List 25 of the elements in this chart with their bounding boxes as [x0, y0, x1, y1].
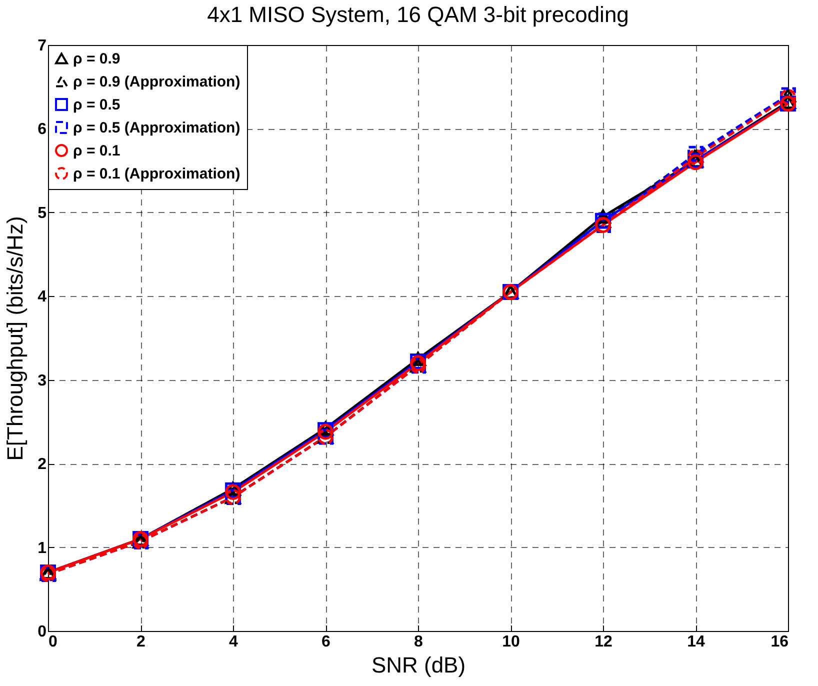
x-tick-label: 8 [414, 634, 424, 650]
x-axis-title: SNR (dB) [371, 652, 466, 678]
y-tick-label: 4 [38, 288, 47, 306]
x-tick-label: 6 [322, 634, 331, 650]
x-tick-label: 2 [136, 634, 146, 650]
x-tick-label: 12 [594, 634, 612, 650]
x-tick-label: 0 [48, 634, 58, 650]
legend-label: ρ = 0.1 (Approximation) [73, 166, 240, 182]
legend-label: ρ = 0.5 [73, 96, 120, 114]
y-tick-label: 2 [38, 456, 47, 474]
y-axis-title: E[Throughput] (bits/s/Hz) [2, 216, 28, 461]
legend-label: ρ = 0.1 [73, 142, 120, 160]
y-tick-label: 1 [38, 540, 47, 557]
y-tick-label: 6 [38, 121, 47, 138]
x-tick-label: 14 [687, 634, 705, 650]
legend-label: ρ = 0.5 (Approximation) [73, 120, 240, 136]
x-tick-label: 10 [502, 634, 520, 650]
y-tick-label: 7 [38, 38, 47, 54]
x-tick-label: 4 [229, 634, 238, 650]
x-tick-label: 16 [770, 634, 789, 650]
chart-title: 4x1 MISO System, 16 QAM 3-bit precoding [207, 2, 629, 27]
y-tick-label: 3 [38, 372, 47, 390]
legend-label: ρ = 0.9 (Approximation) [73, 74, 240, 90]
legend-label: ρ = 0.9 [73, 50, 120, 68]
y-tick-label: 5 [38, 204, 47, 222]
